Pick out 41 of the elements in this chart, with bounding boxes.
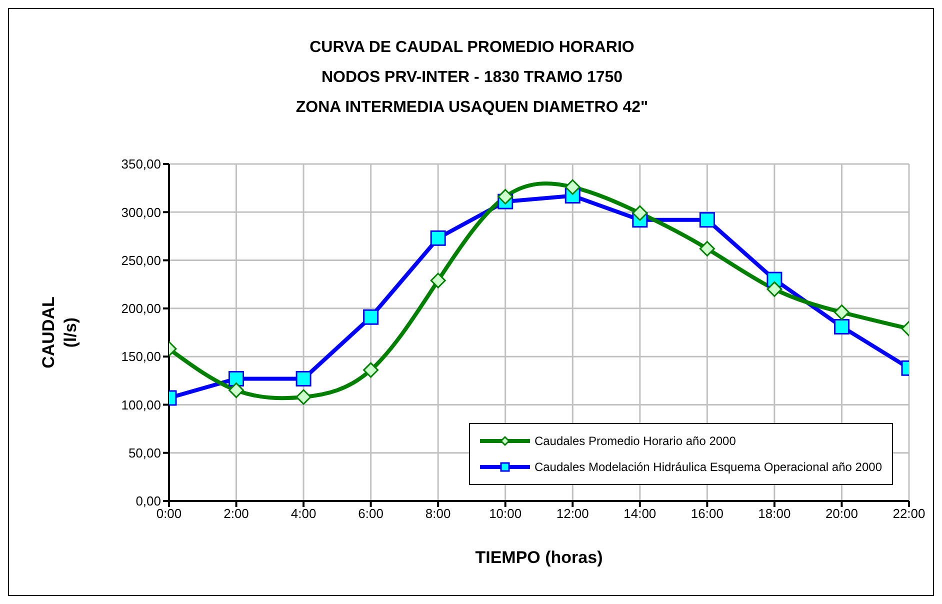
x-tick-label: 6:00 <box>358 506 384 522</box>
point <box>228 382 244 398</box>
point <box>766 281 782 297</box>
y-tick-label: 0,00 <box>136 494 161 509</box>
y-axis-title: CAUDAL (l/s) <box>39 296 80 368</box>
point <box>564 179 580 195</box>
x-tick-label: 10:00 <box>489 506 522 522</box>
x-tick-label: 4:00 <box>290 506 316 522</box>
x-tick-label: 18:00 <box>758 506 791 522</box>
point <box>296 389 312 405</box>
chart-title: CURVA DE CAUDAL PROMEDIO HORARIO NODOS PRV-INTER - 1830 TRAMO 1750 ZONA INTERMEDIA USAQUEN DIAMETRO 42" <box>294 38 650 118</box>
x-axis-title: TIEMPO (horas) <box>475 548 603 568</box>
y-tick-label: 50,00 <box>128 445 161 460</box>
point <box>430 272 446 288</box>
point <box>699 212 715 228</box>
y-tick-label: 100,00 <box>121 397 161 412</box>
point <box>363 362 379 378</box>
point <box>296 370 312 386</box>
y-tick-label: 200,00 <box>121 301 161 316</box>
x-tick-label: 22:00 <box>892 506 926 522</box>
point <box>498 188 514 204</box>
y-tick-label: 350,00 <box>121 156 161 172</box>
x-tick-label: 16:00 <box>690 506 724 522</box>
point <box>699 240 715 256</box>
point <box>430 230 446 246</box>
y-tick-label: 300,00 <box>121 204 161 220</box>
point <box>834 318 850 334</box>
x-tick-label: 0:00 <box>156 506 182 522</box>
point <box>834 304 850 320</box>
x-tick-label: 20:00 <box>825 506 858 522</box>
y-tick-label: 150,00 <box>121 349 161 364</box>
legend-label: Caudales Promedio Horario año 2000 <box>534 434 736 448</box>
x-tick-label: 2:00 <box>224 506 249 522</box>
y-tick-label: 250,00 <box>121 252 161 268</box>
point <box>363 309 379 325</box>
x-tick-label: 12:00 <box>556 506 589 522</box>
legend-label: Caudales Modelación Hidráulica Esquema Operacional año 2000 <box>534 460 882 474</box>
point <box>228 370 244 386</box>
x-tick-label: 14:00 <box>624 506 656 522</box>
x-tick-label: 8:00 <box>425 506 451 522</box>
point <box>632 205 648 221</box>
